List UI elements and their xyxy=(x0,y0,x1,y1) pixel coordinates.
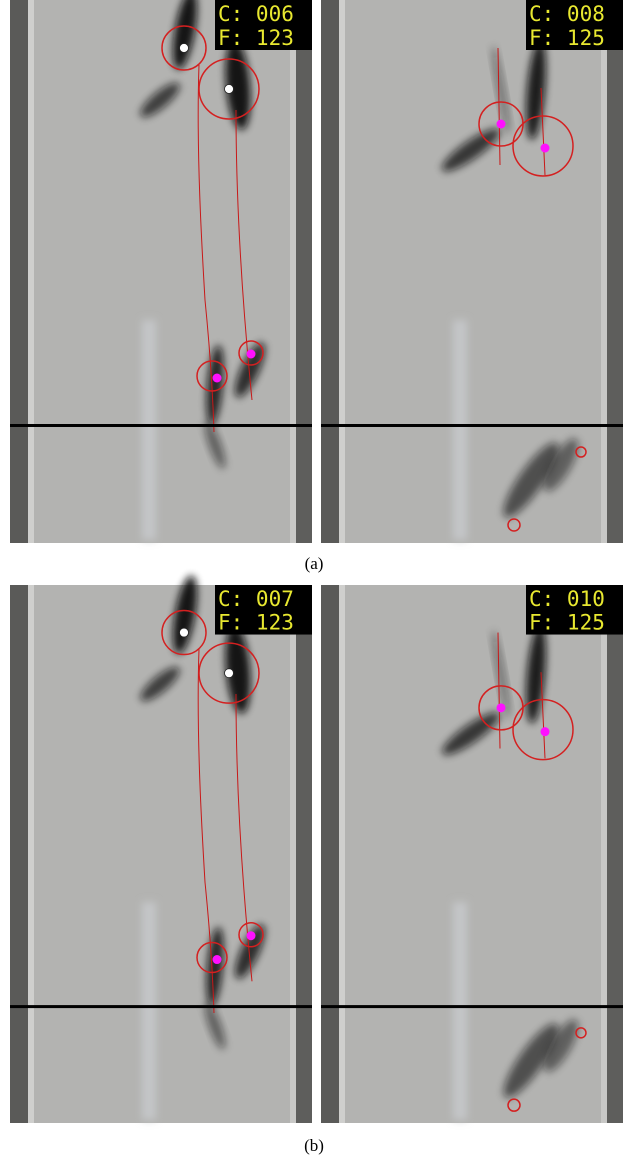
counter-text: C: 008 xyxy=(529,2,605,26)
light-stripe xyxy=(142,320,156,540)
wall-edge xyxy=(339,585,345,1123)
frame-text: F: 123 xyxy=(218,26,294,50)
figure: (a) (b) C: 006F: 123C: 008F: 125C: 007F:… xyxy=(0,0,629,1165)
tracking-dot xyxy=(225,669,234,678)
tracking-dot xyxy=(180,44,189,53)
tracking-dot xyxy=(213,955,222,964)
frame-background xyxy=(321,0,623,543)
tank-wall xyxy=(321,585,339,1123)
caption: (a) xyxy=(305,554,324,573)
frame-text: F: 125 xyxy=(529,26,605,50)
light-stripe xyxy=(142,902,156,1120)
tank-wall xyxy=(10,0,28,543)
light-stripe xyxy=(453,320,467,540)
tracking-dot xyxy=(497,120,506,129)
frame-background xyxy=(10,0,312,543)
tank-wall xyxy=(321,0,339,543)
wall-edge xyxy=(339,0,345,543)
scale-line xyxy=(10,424,312,427)
tracking-dot xyxy=(247,350,256,359)
frame-background xyxy=(321,585,623,1123)
tank-wall xyxy=(296,585,312,1123)
tracking-dot xyxy=(541,144,550,153)
caption: (b) xyxy=(304,1136,324,1155)
tracking-dot xyxy=(180,628,189,637)
tank-wall xyxy=(607,585,623,1123)
wall-edge xyxy=(601,0,607,543)
tracking-dot xyxy=(213,374,222,383)
scale-line xyxy=(321,424,623,427)
tracking-dot xyxy=(225,85,234,94)
frame-text: F: 123 xyxy=(218,611,294,635)
tank-wall xyxy=(607,0,623,543)
wall-edge xyxy=(290,0,296,543)
counter-text: C: 006 xyxy=(218,2,294,26)
tracking-dot xyxy=(247,931,256,940)
tank-wall xyxy=(296,0,312,543)
tracking-dot xyxy=(497,703,506,712)
counter-text: C: 007 xyxy=(218,587,294,611)
frame-background xyxy=(10,585,312,1123)
light-stripe xyxy=(453,902,467,1120)
tracking-dot xyxy=(541,727,550,736)
wall-edge xyxy=(601,585,607,1123)
scale-line xyxy=(10,1005,312,1008)
tank-wall xyxy=(10,585,28,1123)
wall-edge xyxy=(28,585,34,1123)
scale-line xyxy=(321,1005,623,1008)
frame-text: F: 125 xyxy=(529,611,605,635)
wall-edge xyxy=(28,0,34,543)
wall-edge xyxy=(290,585,296,1123)
counter-text: C: 010 xyxy=(529,587,605,611)
